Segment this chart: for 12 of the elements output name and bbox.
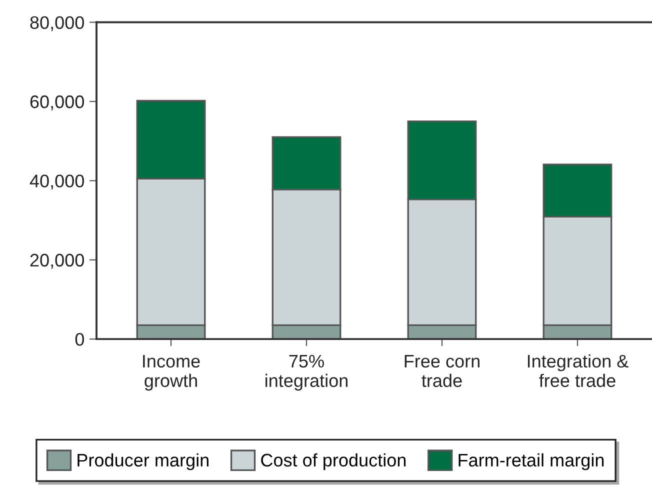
y-tick-label: 80,000 xyxy=(30,16,84,32)
x-tick-label: 75% integration xyxy=(266,354,348,391)
y-tick-label: 60,000 xyxy=(30,95,84,110)
legend-label: Producer margin xyxy=(78,453,208,470)
legend-label: Farm-retail margin xyxy=(458,453,604,470)
y-tick-label: 40,000 xyxy=(30,174,84,190)
legend-label: Cost of production xyxy=(261,453,406,470)
x-tick-label: Income growth xyxy=(143,355,200,391)
y-tick-label: 0 xyxy=(75,333,84,346)
y-tick-label: 20,000 xyxy=(30,254,84,269)
x-tick-label: Integration & free trade xyxy=(528,354,628,388)
x-tick-label: Free corn trade xyxy=(404,355,480,388)
